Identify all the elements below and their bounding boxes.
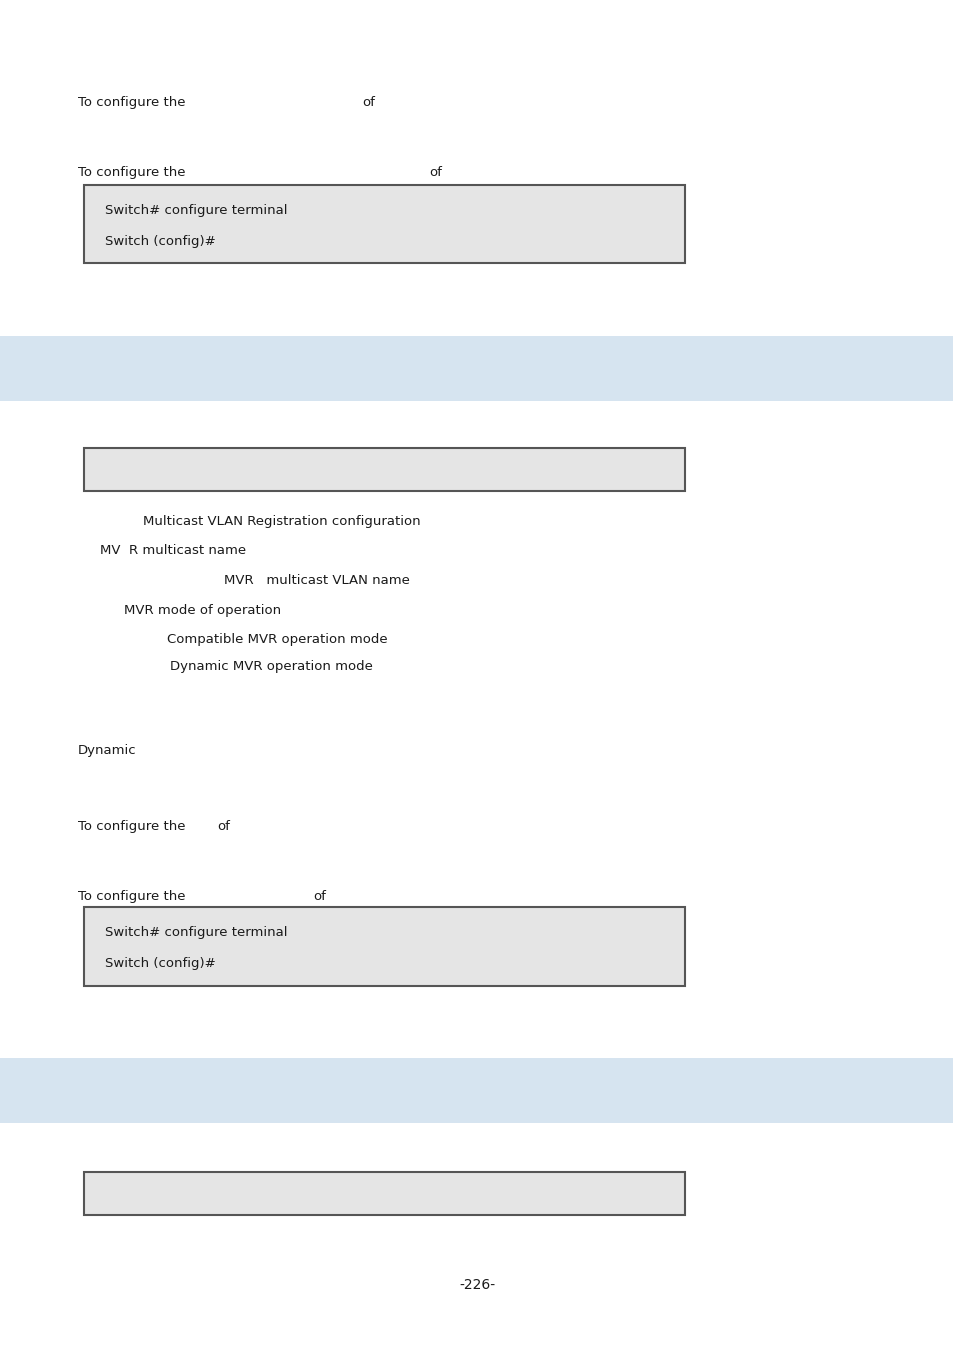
Text: MVR mode of operation: MVR mode of operation: [124, 603, 281, 617]
Text: To configure the: To configure the: [78, 166, 186, 180]
Text: Switch (config)#: Switch (config)#: [105, 957, 215, 971]
FancyBboxPatch shape: [0, 1058, 953, 1123]
FancyBboxPatch shape: [84, 907, 684, 986]
Text: -226-: -226-: [458, 1278, 495, 1292]
Text: Switch (config)#: Switch (config)#: [105, 235, 215, 248]
Text: Dynamic: Dynamic: [78, 744, 136, 757]
Text: of: of: [313, 890, 325, 903]
Text: To configure the: To configure the: [78, 819, 186, 833]
FancyBboxPatch shape: [84, 1172, 684, 1215]
FancyBboxPatch shape: [84, 448, 684, 491]
Text: To configure the: To configure the: [78, 890, 186, 903]
Text: MV  R multicast name: MV R multicast name: [100, 544, 246, 558]
Text: Switch# configure terminal: Switch# configure terminal: [105, 204, 287, 216]
Text: of: of: [217, 819, 230, 833]
Text: MVR   multicast VLAN name: MVR multicast VLAN name: [224, 574, 410, 587]
FancyBboxPatch shape: [84, 185, 684, 263]
Text: Multicast VLAN Registration configuration: Multicast VLAN Registration configuratio…: [143, 514, 420, 528]
Text: Compatible MVR operation mode: Compatible MVR operation mode: [167, 633, 387, 647]
FancyBboxPatch shape: [0, 336, 953, 401]
Text: of: of: [429, 166, 441, 180]
Text: To configure the: To configure the: [78, 96, 186, 109]
Text: Switch# configure terminal: Switch# configure terminal: [105, 926, 287, 938]
Text: Dynamic MVR operation mode: Dynamic MVR operation mode: [170, 660, 373, 674]
Text: of: of: [362, 96, 375, 109]
